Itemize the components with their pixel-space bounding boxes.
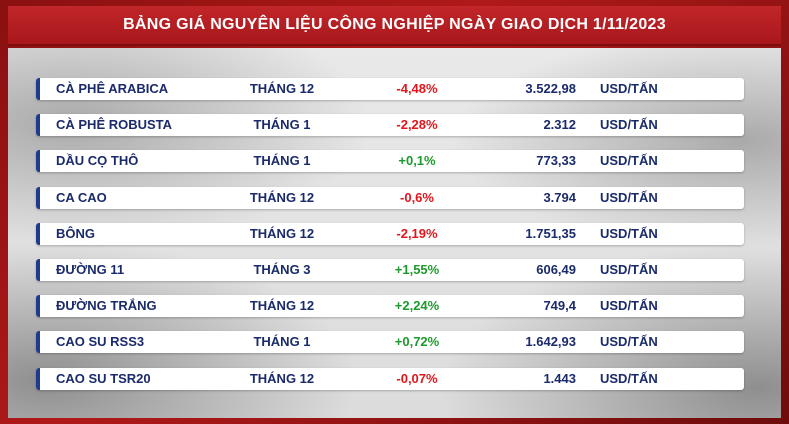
- table-row: DẦU CỌ THÔ THÁNG 1 +0,1% 773,33 USD/TẤN: [36, 150, 744, 173]
- title-banner: BẢNG GIÁ NGUYÊN LIỆU CÔNG NGHIỆP NGÀY GI…: [8, 6, 781, 46]
- price-unit: USD/TẤN: [600, 261, 658, 277]
- contract-month: THÁNG 12: [249, 81, 315, 96]
- price-unit: USD/TẤN: [600, 334, 658, 350]
- contract-month: THÁNG 12: [249, 370, 315, 386]
- table-row: BÔNG THÁNG 12 -2,19% 1.751,35 USD/TẤN: [36, 222, 744, 245]
- page-title: BẢNG GIÁ NGUYÊN LIỆU CÔNG NGHIỆP NGÀY GI…: [123, 16, 666, 33]
- price-unit: USD/TẤN: [600, 298, 658, 314]
- table-row: CÀ PHÊ ARABICA THÁNG 12 -4,48% 3.522,98 USD/…: [36, 78, 744, 100]
- table-row: CAO SU TSR20 THÁNG 12 -0,07% 1.443 USD/TẤN: [36, 367, 744, 390]
- contract-month: THÁNG 12: [249, 298, 315, 314]
- commodity-name: CAO SU TSR20: [56, 370, 151, 386]
- contract-month: THÁNG 1: [253, 153, 311, 169]
- table-row: ĐƯỜNG TRẮNG THÁNG 12 +2,24% 749,4 USD/TẤN: [36, 295, 744, 318]
- price-value: 606,49: [536, 261, 576, 277]
- price-change: +0,72%: [394, 334, 440, 350]
- commodity-name: CÀ PHÊ ROBUSTA: [56, 117, 173, 133]
- price-unit: USD/TẤN: [600, 153, 658, 169]
- table-row: CA CAO THÁNG 12 -0,6% 3.794 USD/TẤN: [36, 186, 744, 209]
- price-value: 1.751,35: [525, 225, 576, 241]
- commodity-name: CAO SU RSS3: [56, 334, 145, 350]
- table-row: CÀ PHÊ ROBUSTA THÁNG 1 -2,28% 2.312 USD/TẤN: [36, 114, 744, 137]
- price-change: -2,28%: [396, 117, 438, 133]
- price-value: 3.794: [543, 189, 576, 205]
- price-value: 1.443: [543, 370, 576, 386]
- price-value: 1.642,93: [525, 334, 576, 350]
- price-change: -0,6%: [400, 189, 434, 205]
- price-table: CÀ PHÊ ARABICA THÁNG 12 -4,48% 3.522,98 USD/…: [36, 78, 744, 404]
- contract-month: THÁNG 1: [253, 334, 311, 350]
- price-value: 773,33: [536, 153, 576, 169]
- price-unit: USD/TẤN: [600, 117, 658, 133]
- price-value: 749,4: [543, 298, 576, 314]
- price-change: -2,19%: [396, 225, 438, 241]
- price-change: +1,55%: [394, 261, 440, 277]
- price-value: 2.312: [543, 117, 576, 133]
- price-unit: USD/TẤN: [600, 225, 658, 241]
- price-change: -0,07%: [396, 370, 438, 386]
- price-value: 3.522,98: [525, 81, 576, 96]
- commodity-name: ĐƯỜNG 11: [56, 261, 125, 277]
- commodity-name: DẦU CỌ THÔ: [56, 153, 139, 169]
- commodity-name: BÔNG: [56, 225, 95, 241]
- contract-month: THÁNG 1: [253, 117, 311, 133]
- contract-month: THÁNG 3: [253, 261, 311, 277]
- contract-month: THÁNG 12: [249, 225, 315, 241]
- price-unit: USD/TẤN: [600, 189, 658, 205]
- contract-month: THÁNG 12: [249, 189, 315, 205]
- price-unit: USD/TẤN: [600, 370, 658, 386]
- commodity-name: ĐƯỜNG TRẮNG: [56, 298, 157, 314]
- price-change: +2,24%: [394, 298, 440, 314]
- commodity-name: CA CAO: [56, 189, 107, 205]
- price-change: -4,48%: [396, 81, 438, 96]
- price-change: +0,1%: [398, 153, 436, 169]
- commodity-name: CÀ PHÊ ARABICA: [56, 81, 169, 96]
- table-row: ĐƯỜNG 11 THÁNG 3 +1,55% 606,49 USD/TẤN: [36, 258, 744, 281]
- table-row: CAO SU RSS3 THÁNG 1 +0,72% 1.642,93 USD/TẤN: [36, 331, 744, 354]
- price-unit: USD/TẤN: [600, 81, 658, 96]
